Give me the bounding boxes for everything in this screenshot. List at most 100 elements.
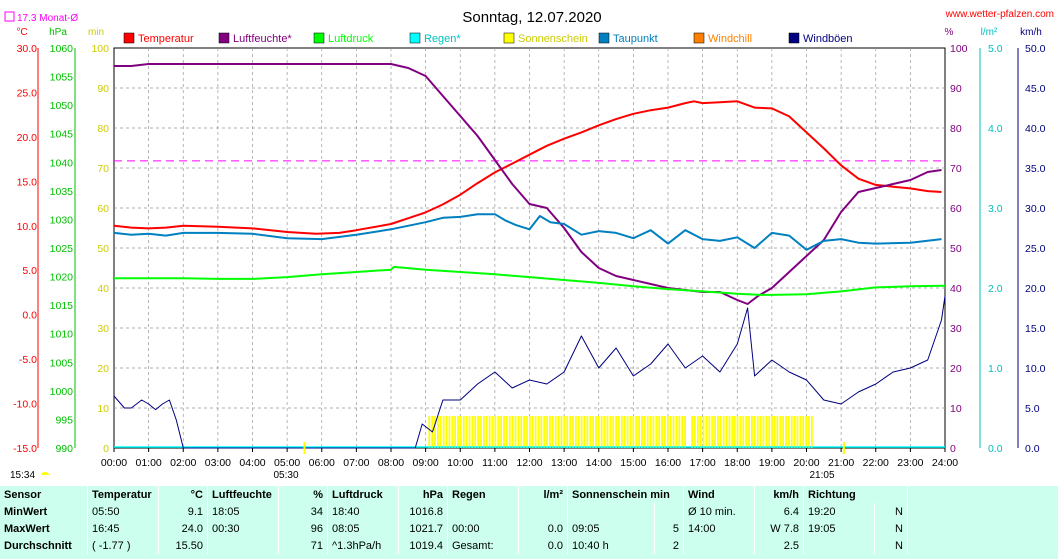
sunshine-bar — [733, 416, 736, 448]
sunshine-bar — [782, 416, 785, 448]
legend-label: Windchill — [708, 33, 752, 45]
sunshine-bar — [583, 416, 586, 448]
pressure-tick-label: 1060 — [50, 43, 74, 55]
sunshine-tick-label: 40 — [97, 283, 109, 295]
cell: 1021.7 — [398, 520, 448, 537]
header-direction: Richtung — [803, 486, 908, 503]
x-tick-label: 18:00 — [724, 457, 750, 469]
rain-tick-label: 0.0 — [988, 443, 1003, 455]
rain-tick-label: 2.0 — [988, 283, 1003, 295]
cell: 18:05 — [207, 503, 279, 520]
sunshine-bar — [505, 416, 508, 448]
sunshine-bar — [768, 416, 771, 448]
cell — [447, 503, 519, 520]
x-tick-label: 17:00 — [689, 457, 715, 469]
humidity-tick-label: 70 — [950, 163, 962, 175]
sunshine-bar — [793, 416, 796, 448]
sunshine-bar — [810, 416, 813, 448]
pressure-tick-label: 1020 — [50, 272, 74, 284]
pressure-tick-label: 1025 — [50, 243, 74, 255]
series-line-luftdruck — [114, 265, 946, 296]
legend-label: Taupunkt — [613, 33, 658, 45]
sunshine-bar — [684, 416, 686, 448]
sunshine-bar — [681, 416, 684, 448]
sunshine-bar — [678, 416, 681, 448]
x-tick-label: 10:00 — [447, 457, 473, 469]
sunshine-bar — [753, 416, 756, 448]
header-rain-unit: l/m² — [518, 486, 568, 503]
sunshine-bar — [468, 416, 471, 448]
pressure-tick-label: 1030 — [50, 214, 74, 226]
wind-tick-label: 0.0 — [1025, 443, 1040, 455]
cell: 18:40 — [327, 503, 399, 520]
sunshine-bar — [534, 416, 537, 448]
unit-hpa: hPa — [49, 27, 67, 38]
sunshine-bar — [439, 416, 442, 448]
sunshine-tick-label: 20 — [97, 363, 109, 375]
unit-pct: % — [945, 27, 954, 38]
sunshine-bar — [714, 416, 716, 448]
cell: 14:00 — [683, 520, 755, 537]
legend-label: Luftfeuchte* — [233, 33, 292, 45]
x-tick-label: 12:00 — [516, 457, 542, 469]
cell — [518, 503, 568, 520]
legend-swatch — [409, 32, 421, 44]
sunshine-bar — [612, 416, 615, 448]
monthly-avg-icon — [4, 11, 15, 22]
sunshine-bar — [796, 416, 799, 448]
cell: 1016.8 — [398, 503, 448, 520]
sunshine-bar — [503, 416, 505, 448]
sunshine-bar — [643, 416, 646, 448]
unit-kmh: km/h — [1020, 27, 1042, 38]
sunshine-bar — [675, 416, 678, 448]
site-link[interactable]: www.wetter-pfalzen.com — [945, 9, 1054, 20]
sunshine-tick-label: 80 — [97, 123, 109, 135]
sunshine-bar — [618, 416, 620, 448]
sunshine-bar — [491, 416, 494, 448]
sunshine-bar — [664, 416, 666, 448]
x-tick-label: 11:00 — [482, 457, 508, 469]
sunshine-bar — [520, 416, 523, 448]
sunshine-bar — [563, 416, 566, 448]
sunshine-bar — [523, 416, 526, 448]
unit-min: min — [88, 27, 104, 38]
sunshine-bar — [745, 416, 748, 448]
sunshine-bar — [517, 416, 520, 448]
sunshine-bar — [638, 416, 640, 448]
sunshine-bar — [652, 416, 655, 448]
plot-area — [113, 63, 946, 454]
sunshine-bar — [669, 416, 672, 448]
sunshine-bar — [756, 416, 759, 448]
sunshine-tick-label: 0 — [103, 443, 109, 455]
wind-tick-label: 35.0 — [1025, 163, 1046, 175]
pressure-tick-label: 1000 — [50, 386, 74, 398]
cell: W 7.8 — [754, 520, 804, 537]
header-wind: Wind — [683, 486, 755, 503]
legend-swatch — [788, 32, 800, 44]
x-tick-label: 22:00 — [863, 457, 889, 469]
x-tick-label: 24:00 — [932, 457, 958, 469]
humidity-tick-label: 80 — [950, 123, 962, 135]
cell: 16:45 — [87, 520, 159, 537]
cell: N — [874, 503, 908, 520]
sunshine-bar — [635, 416, 638, 448]
sunshine-bar — [508, 416, 511, 448]
temp-tick-label: 10.0 — [17, 221, 38, 233]
sunshine-bar — [511, 416, 514, 448]
sunshine-bar — [531, 416, 534, 448]
sunshine-bar — [694, 416, 696, 448]
sunshine-bar — [728, 416, 731, 448]
wind-tick-label: 5.0 — [1025, 403, 1040, 415]
humidity-tick-label: 0 — [950, 443, 956, 455]
x-tick-label: 19:00 — [759, 457, 785, 469]
sunshine-bar — [609, 416, 612, 448]
sunshine-bar — [722, 416, 725, 448]
header-rain: Regen — [447, 486, 519, 503]
sunshine-bar — [445, 416, 448, 448]
sunshine-bar — [776, 416, 779, 448]
cell: 19:20 — [803, 503, 876, 520]
pressure-tick-label: 1040 — [50, 157, 74, 169]
cell — [803, 537, 876, 554]
sunshine-bar — [454, 416, 457, 448]
wind-tick-label: 45.0 — [1025, 83, 1046, 95]
